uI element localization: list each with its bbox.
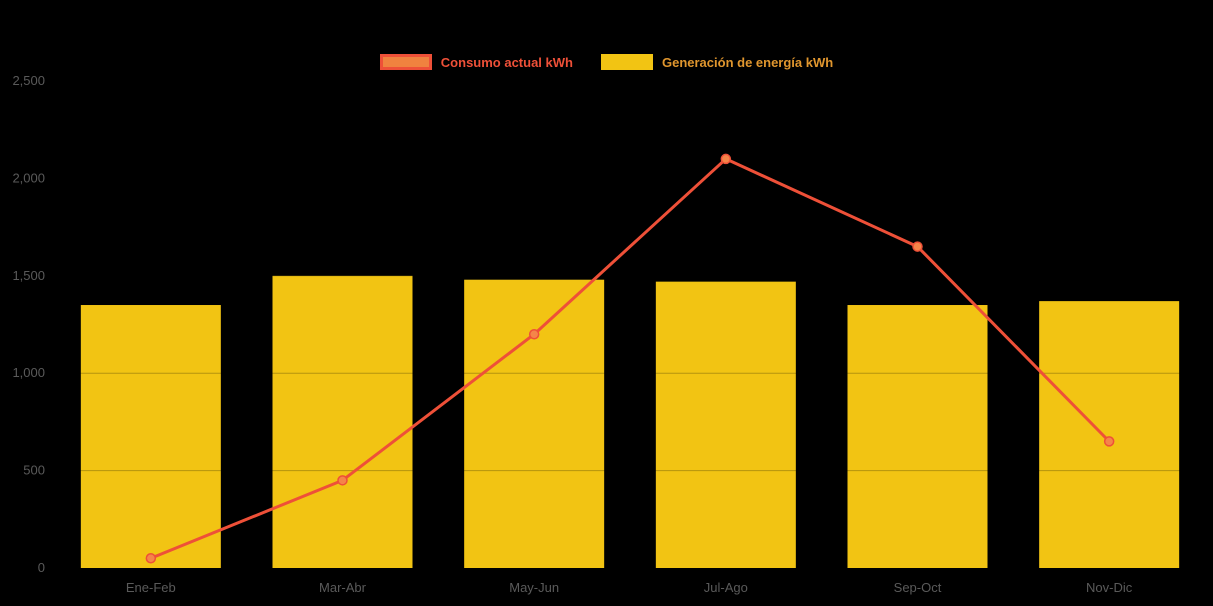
bar-Ene-Feb[interactable] [80, 305, 221, 568]
consumo-actual-line [150, 157, 1111, 560]
generacion-energia-legend-label: Generación de energía kWh [661, 54, 834, 70]
line-point-Jul-Ago[interactable] [720, 153, 732, 165]
x-axis-label: Ene-Feb [126, 580, 176, 595]
line-point-Nov-Dic[interactable] [1103, 436, 1115, 447]
x-axis-label: Jul-Ago [704, 580, 748, 595]
bar-Mar-Abr[interactable] [272, 275, 413, 568]
bar-Jul-Ago[interactable] [655, 281, 796, 568]
line-point-Sep-Oct[interactable] [912, 241, 923, 252]
y-axis-tick-label: 2,500 [12, 73, 45, 88]
y-axis-tick-label: 1,500 [12, 268, 45, 283]
y-axis-tick-label: 2,000 [12, 170, 45, 185]
x-axis-label: Sep-Oct [894, 580, 942, 595]
bar-Nov-Dic[interactable] [1039, 301, 1180, 568]
x-axis-label: May-Jun [509, 580, 559, 595]
line-point-May-Jun[interactable] [528, 328, 540, 340]
y-axis-tick-label: 500 [23, 463, 45, 478]
legend-item-consumo-actual[interactable]: Consumo actual kWh [379, 54, 573, 70]
consumo-actual-legend-label: Consumo actual kWh [440, 54, 573, 70]
line-point-Mar-Abr[interactable] [337, 475, 348, 486]
chart-legend: Consumo actual kWh Generación de energía… [0, 54, 1213, 70]
generacion-energia-legend-swatch [600, 54, 653, 70]
x-axis-label: Nov-Dic [1086, 580, 1133, 595]
x-axis-label: Mar-Abr [319, 580, 367, 595]
consumo-actual-legend-swatch [379, 54, 432, 70]
bar-May-Jun[interactable] [464, 279, 605, 568]
legend-item-generacion-energia[interactable]: Generación de energía kWh [600, 54, 834, 70]
y-axis-tick-label: 1,000 [12, 365, 45, 380]
line-point-Ene-Feb[interactable] [145, 553, 157, 564]
y-axis-tick-label: 0 [38, 560, 45, 575]
bar-Sep-Oct[interactable] [847, 305, 988, 568]
